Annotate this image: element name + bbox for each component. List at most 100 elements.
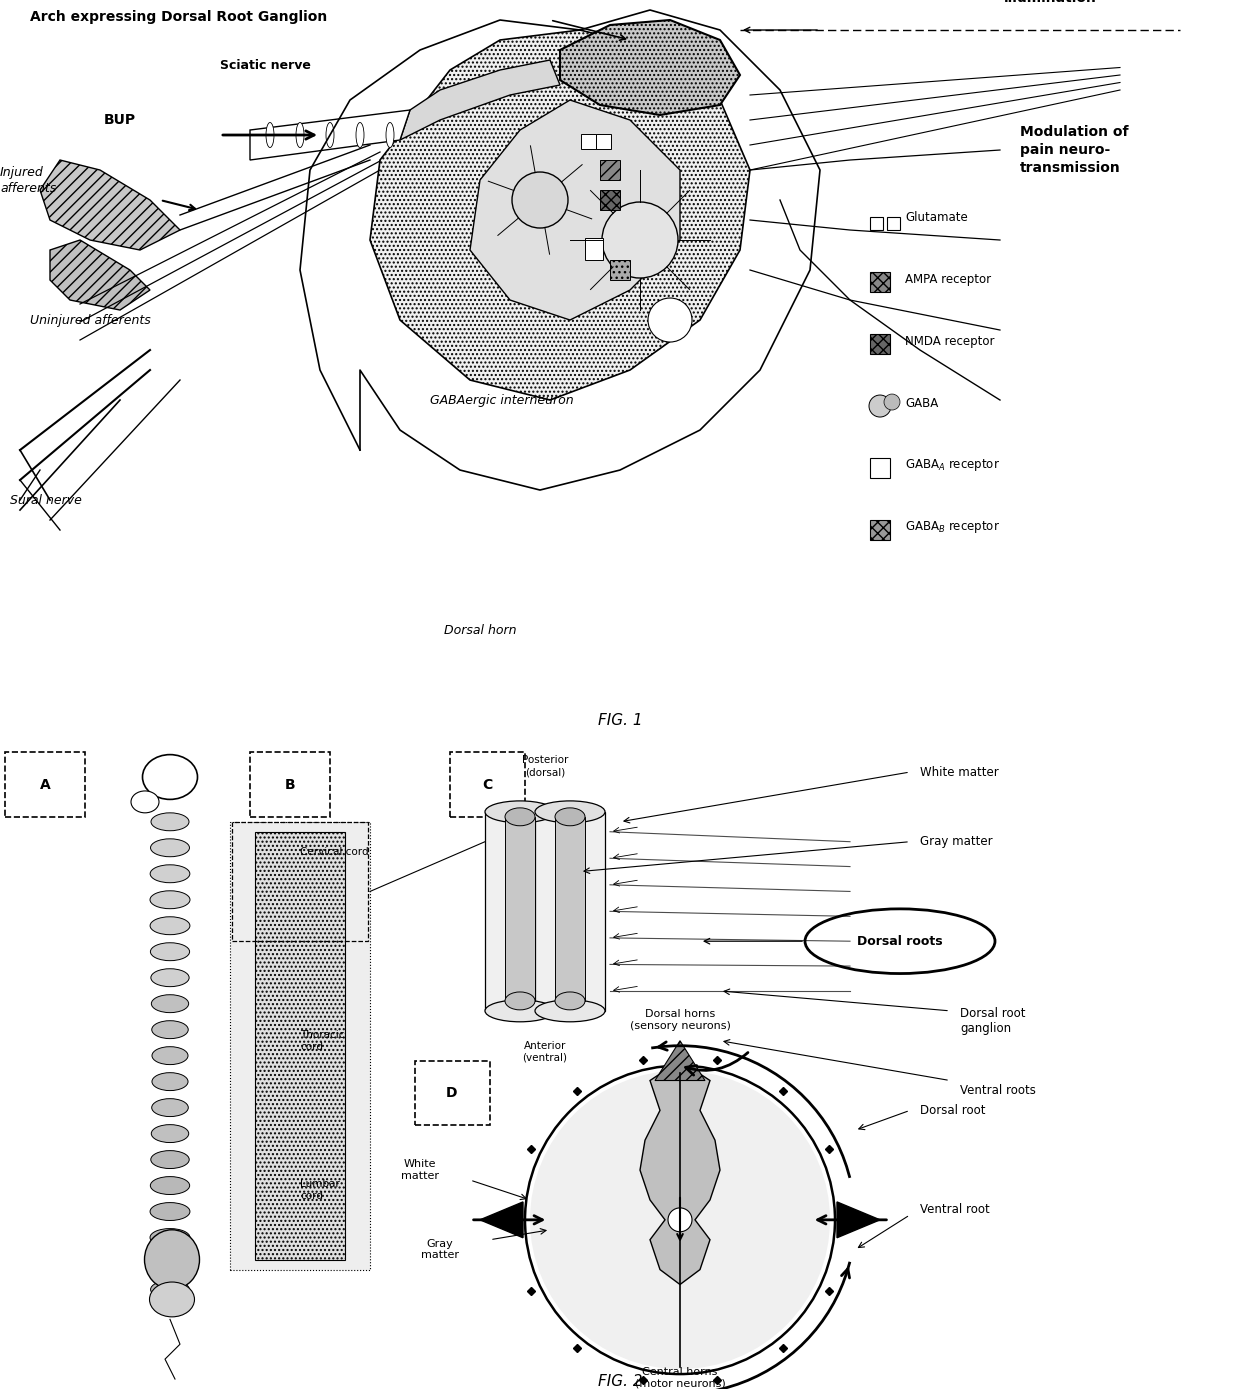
Ellipse shape <box>151 1125 188 1143</box>
Bar <box>596 133 611 149</box>
Ellipse shape <box>151 1150 190 1168</box>
Ellipse shape <box>505 992 534 1010</box>
Ellipse shape <box>145 1229 200 1289</box>
Circle shape <box>529 1071 830 1370</box>
Bar <box>534 811 605 1011</box>
Text: Gray matter: Gray matter <box>920 835 993 849</box>
Ellipse shape <box>505 808 534 826</box>
Text: Ventral roots: Ventral roots <box>960 1083 1035 1097</box>
Ellipse shape <box>151 995 188 1013</box>
Circle shape <box>512 172 568 228</box>
Ellipse shape <box>150 865 190 883</box>
Bar <box>229 822 370 1270</box>
Ellipse shape <box>386 122 394 147</box>
Polygon shape <box>837 1201 880 1238</box>
Text: C: C <box>482 778 492 792</box>
Ellipse shape <box>267 122 274 147</box>
FancyBboxPatch shape <box>415 1061 490 1125</box>
Text: Central horns
(motor neurons): Central horns (motor neurons) <box>635 1367 725 1389</box>
Text: Dorsal root: Dorsal root <box>920 1104 986 1117</box>
Circle shape <box>649 299 692 342</box>
Text: B: B <box>285 778 295 792</box>
Polygon shape <box>50 240 150 310</box>
Ellipse shape <box>153 1047 188 1064</box>
Text: Cervical cord: Cervical cord <box>300 847 368 857</box>
Text: FIG. 2: FIG. 2 <box>598 1374 642 1389</box>
Bar <box>485 811 556 1011</box>
Ellipse shape <box>485 1000 556 1022</box>
Text: Dorsal horns
(sensory neurons): Dorsal horns (sensory neurons) <box>630 1010 730 1031</box>
Polygon shape <box>370 31 750 400</box>
Bar <box>870 333 890 354</box>
Polygon shape <box>250 110 410 160</box>
Polygon shape <box>640 1071 720 1285</box>
Ellipse shape <box>150 839 190 857</box>
Text: Fiber optic
illumination: Fiber optic illumination <box>1003 0 1096 6</box>
Ellipse shape <box>150 917 190 935</box>
Ellipse shape <box>131 790 159 813</box>
Ellipse shape <box>150 1281 190 1299</box>
Ellipse shape <box>151 1099 188 1117</box>
Text: FIG. 1: FIG. 1 <box>598 713 642 728</box>
Bar <box>556 817 585 1001</box>
Bar <box>887 217 900 231</box>
Polygon shape <box>480 1201 523 1238</box>
Text: GABA: GABA <box>905 396 939 410</box>
Circle shape <box>884 394 900 410</box>
Ellipse shape <box>150 1282 195 1317</box>
Text: GABAergic interneuron: GABAergic interneuron <box>430 393 574 407</box>
Ellipse shape <box>150 943 190 961</box>
Circle shape <box>601 201 678 278</box>
Ellipse shape <box>534 1000 605 1022</box>
Circle shape <box>668 1208 692 1232</box>
Text: GABA$_A$ receptor: GABA$_A$ receptor <box>905 457 999 474</box>
Text: White
matter: White matter <box>401 1160 439 1181</box>
Circle shape <box>869 394 892 417</box>
Text: NMDA receptor: NMDA receptor <box>905 335 994 347</box>
Text: Gray
matter: Gray matter <box>422 1239 459 1260</box>
Polygon shape <box>401 60 560 140</box>
Ellipse shape <box>150 1203 190 1221</box>
Ellipse shape <box>150 890 190 908</box>
Ellipse shape <box>151 968 190 986</box>
Ellipse shape <box>296 122 304 147</box>
Polygon shape <box>560 19 740 115</box>
Ellipse shape <box>150 1228 190 1246</box>
Text: BUP: BUP <box>104 113 136 126</box>
Text: Ventral root: Ventral root <box>920 1203 990 1217</box>
Text: White matter: White matter <box>920 765 998 779</box>
Bar <box>585 238 603 260</box>
Bar <box>870 519 890 540</box>
Bar <box>870 272 890 292</box>
Text: Posterior
(dorsal): Posterior (dorsal) <box>522 756 568 776</box>
Ellipse shape <box>151 813 188 831</box>
Ellipse shape <box>556 808 585 826</box>
Ellipse shape <box>143 754 197 800</box>
Text: Lumbar
cord: Lumbar cord <box>300 1179 340 1200</box>
Ellipse shape <box>534 801 605 822</box>
Text: Sciatic nerve: Sciatic nerve <box>219 58 311 71</box>
Ellipse shape <box>805 908 994 974</box>
Bar <box>870 217 883 231</box>
Ellipse shape <box>150 1254 190 1272</box>
Text: D: D <box>446 1086 458 1100</box>
Text: Thoracic
cord: Thoracic cord <box>300 1029 345 1051</box>
FancyBboxPatch shape <box>5 751 86 817</box>
Ellipse shape <box>153 1072 188 1090</box>
Text: Modulation of
pain neuro-
transmission: Modulation of pain neuro- transmission <box>1021 125 1128 175</box>
Ellipse shape <box>150 1176 190 1195</box>
Text: Arch expressing Dorsal Root Ganglion: Arch expressing Dorsal Root Ganglion <box>30 10 327 24</box>
FancyBboxPatch shape <box>250 751 330 817</box>
Bar <box>582 133 596 149</box>
Ellipse shape <box>356 122 365 147</box>
Bar <box>870 458 890 478</box>
Ellipse shape <box>151 1021 188 1039</box>
Circle shape <box>525 1065 835 1374</box>
Bar <box>610 260 630 281</box>
Ellipse shape <box>485 801 556 822</box>
Bar <box>600 160 620 181</box>
Text: Anterior
(ventral): Anterior (ventral) <box>522 1040 568 1063</box>
Ellipse shape <box>326 122 334 147</box>
Polygon shape <box>655 1040 706 1081</box>
Text: Glutamate: Glutamate <box>905 211 967 224</box>
